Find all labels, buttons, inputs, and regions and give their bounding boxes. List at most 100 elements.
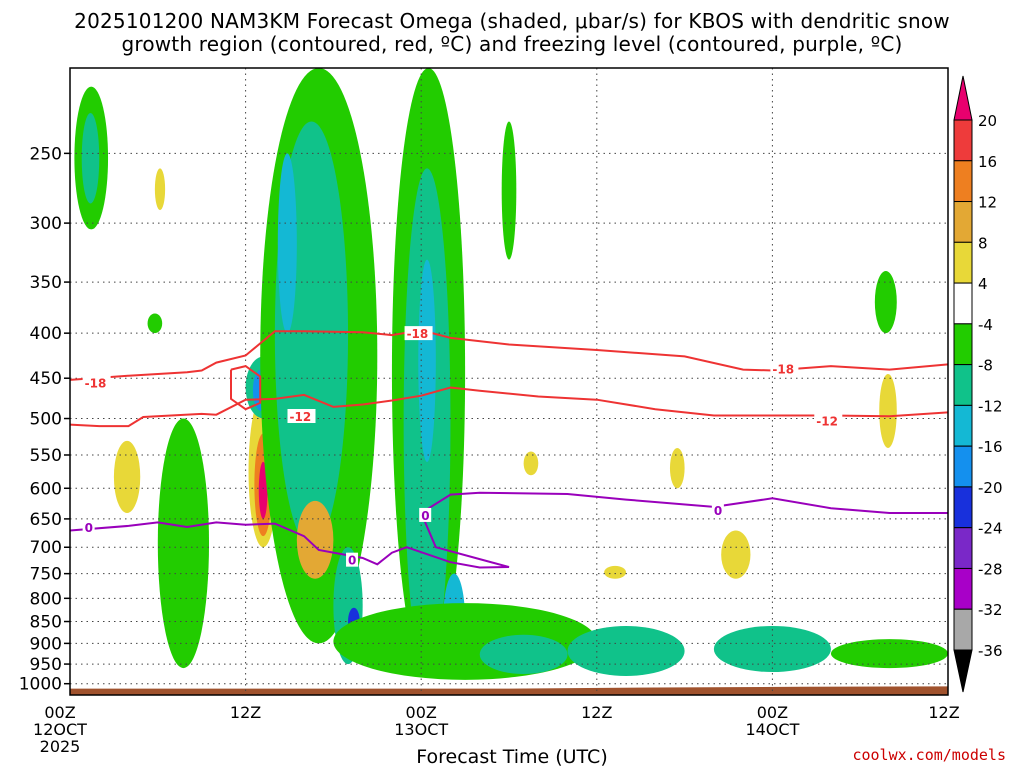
contour-label-dgz: -18 <box>85 376 107 390</box>
contour-label-dgz: -18 <box>407 327 429 341</box>
omega-cell-21 <box>567 625 685 676</box>
omega-cell-29 <box>147 313 163 334</box>
omega-shading <box>74 68 948 680</box>
colorbar-bin <box>953 201 973 243</box>
omega-cell-3 <box>157 418 210 669</box>
colorbar-bin <box>953 608 973 651</box>
colorbar-bin <box>953 160 973 203</box>
credit-label: coolwx.com/models <box>852 746 1006 764</box>
colorbar: 20 16 12 8 4 -4 -8 -12 -16 -20 -24 -28 -32 -36 <box>953 75 1003 693</box>
omega-cell-11 <box>277 153 297 334</box>
colorbar-label: 8 <box>978 234 988 252</box>
x-tick-line: 2025 <box>39 737 81 756</box>
colorbar-label: -32 <box>978 601 1003 619</box>
contour-label-bg <box>82 375 111 390</box>
colorbar-label: -20 <box>978 479 1003 497</box>
contour-label-dgz: -12 <box>816 415 838 429</box>
x-tick-line: 12OCT <box>33 720 87 739</box>
y-tick-label-600: 600 <box>30 479 62 499</box>
x-tick-label-24: 00Z 13OCT <box>381 704 461 738</box>
colorbar-label: -16 <box>978 438 1003 456</box>
y-tick-label-400: 400 <box>30 324 62 344</box>
x-tick-line: 00Z <box>44 703 76 722</box>
y-tick-label-250: 250 <box>30 144 62 164</box>
contour-label-bg <box>419 507 432 522</box>
y-tick-label-350: 350 <box>30 273 62 293</box>
omega-cell-6 <box>258 461 268 519</box>
x-tick-line: 13OCT <box>394 720 449 739</box>
y-tick-label-650: 650 <box>30 510 62 530</box>
colorbar-bottom-arrow <box>953 649 973 693</box>
x-tick-line: 12Z <box>928 703 960 722</box>
y-tick-label-700: 700 <box>30 538 62 558</box>
contour-label-bg <box>404 326 433 341</box>
x-tick-label-60: 12Z <box>904 704 984 721</box>
contour-label-bg <box>287 408 316 423</box>
x-axis-title: Forecast Time (UTC) <box>416 746 608 768</box>
omega-cell-31 <box>604 565 627 579</box>
x-tick-label-48: 00Z 14OCT <box>732 704 812 738</box>
y-tick-label-750: 750 <box>30 565 62 585</box>
x-tick-line: 12Z <box>581 703 613 722</box>
contour-dgz-1 <box>70 386 948 428</box>
contour-lines: -18 -18 -18 -12 -12 0 0 0 0 <box>70 326 948 569</box>
x-tick-line: 00Z <box>756 703 789 722</box>
colorbar-bin <box>953 364 973 406</box>
contour-label-bg <box>814 413 843 428</box>
x-tick-line: 14OCT <box>745 720 800 739</box>
chart-title-line-1: 2025101200 NAM3KM Forecast Omega (shaded… <box>74 9 950 33</box>
chart-title-line-2: growth region (contoured, red, ºC) and f… <box>121 32 903 56</box>
contour-label-dgz: -18 <box>772 363 794 377</box>
y-tick-label-800: 800 <box>30 589 62 609</box>
omega-cell-19 <box>333 603 597 680</box>
omega-cell-12 <box>296 500 334 579</box>
colorbar-label: -12 <box>978 397 1003 415</box>
omega-cell-20 <box>479 634 568 675</box>
x-tick-label-12: 12Z <box>206 704 286 721</box>
y-tick-label-1000: 1000 <box>19 675 62 695</box>
ground-area <box>70 686 948 695</box>
colorbar-label: -28 <box>978 560 1003 578</box>
omega-cell-1 <box>81 113 100 204</box>
plot-frame <box>69 67 949 696</box>
x-tick-label-36: 12Z <box>557 704 637 721</box>
colorbar-bin <box>953 567 973 610</box>
contour-label-bg <box>82 520 95 535</box>
y-tick-label-900: 900 <box>30 634 62 654</box>
colorbar-bin <box>953 323 973 366</box>
contour-label-freezing: 0 <box>348 554 356 568</box>
colorbar-label: 20 <box>978 112 997 130</box>
contour-label-freezing: 0 <box>85 521 93 535</box>
x-tick-label-0: 00Z 12OCT 2025 <box>20 704 100 755</box>
colorbar-top-arrow <box>953 75 973 121</box>
y-tick-label-500: 500 <box>30 410 62 430</box>
omega-cell-25 <box>874 270 897 334</box>
y-tick-label-950: 950 <box>30 655 62 675</box>
colorbar-label: 12 <box>978 194 997 212</box>
colorbar-label: -24 <box>978 520 1003 538</box>
y-tick-label-450: 450 <box>30 369 62 389</box>
colorbar-label: -8 <box>978 357 993 375</box>
x-tick-line: 00Z <box>405 703 437 722</box>
contour-label-dgz: -12 <box>290 410 312 424</box>
omega-cell-23 <box>830 639 948 669</box>
contour-dgz-2 <box>230 365 262 411</box>
omega-cell-24 <box>721 530 751 579</box>
omega-cell-22 <box>713 625 831 673</box>
y-tick-label-550: 550 <box>30 446 62 466</box>
omega-cell-17 <box>418 259 436 462</box>
colorbar-label: -4 <box>978 316 993 334</box>
contour-label-bg <box>770 361 799 376</box>
contour-label-bg <box>711 503 724 518</box>
contour-label-bg <box>346 552 359 567</box>
omega-cell-30 <box>669 447 685 489</box>
omega-cell-2 <box>113 440 141 513</box>
ground-surface <box>70 686 948 695</box>
colorbar-label: -36 <box>978 642 1003 660</box>
x-tick-line: 12Z <box>229 703 262 722</box>
omega-cell-27 <box>501 121 517 260</box>
colorbar-bin <box>953 119 973 162</box>
colorbar-label: 16 <box>978 153 997 171</box>
colorbar-bin <box>953 282 973 325</box>
